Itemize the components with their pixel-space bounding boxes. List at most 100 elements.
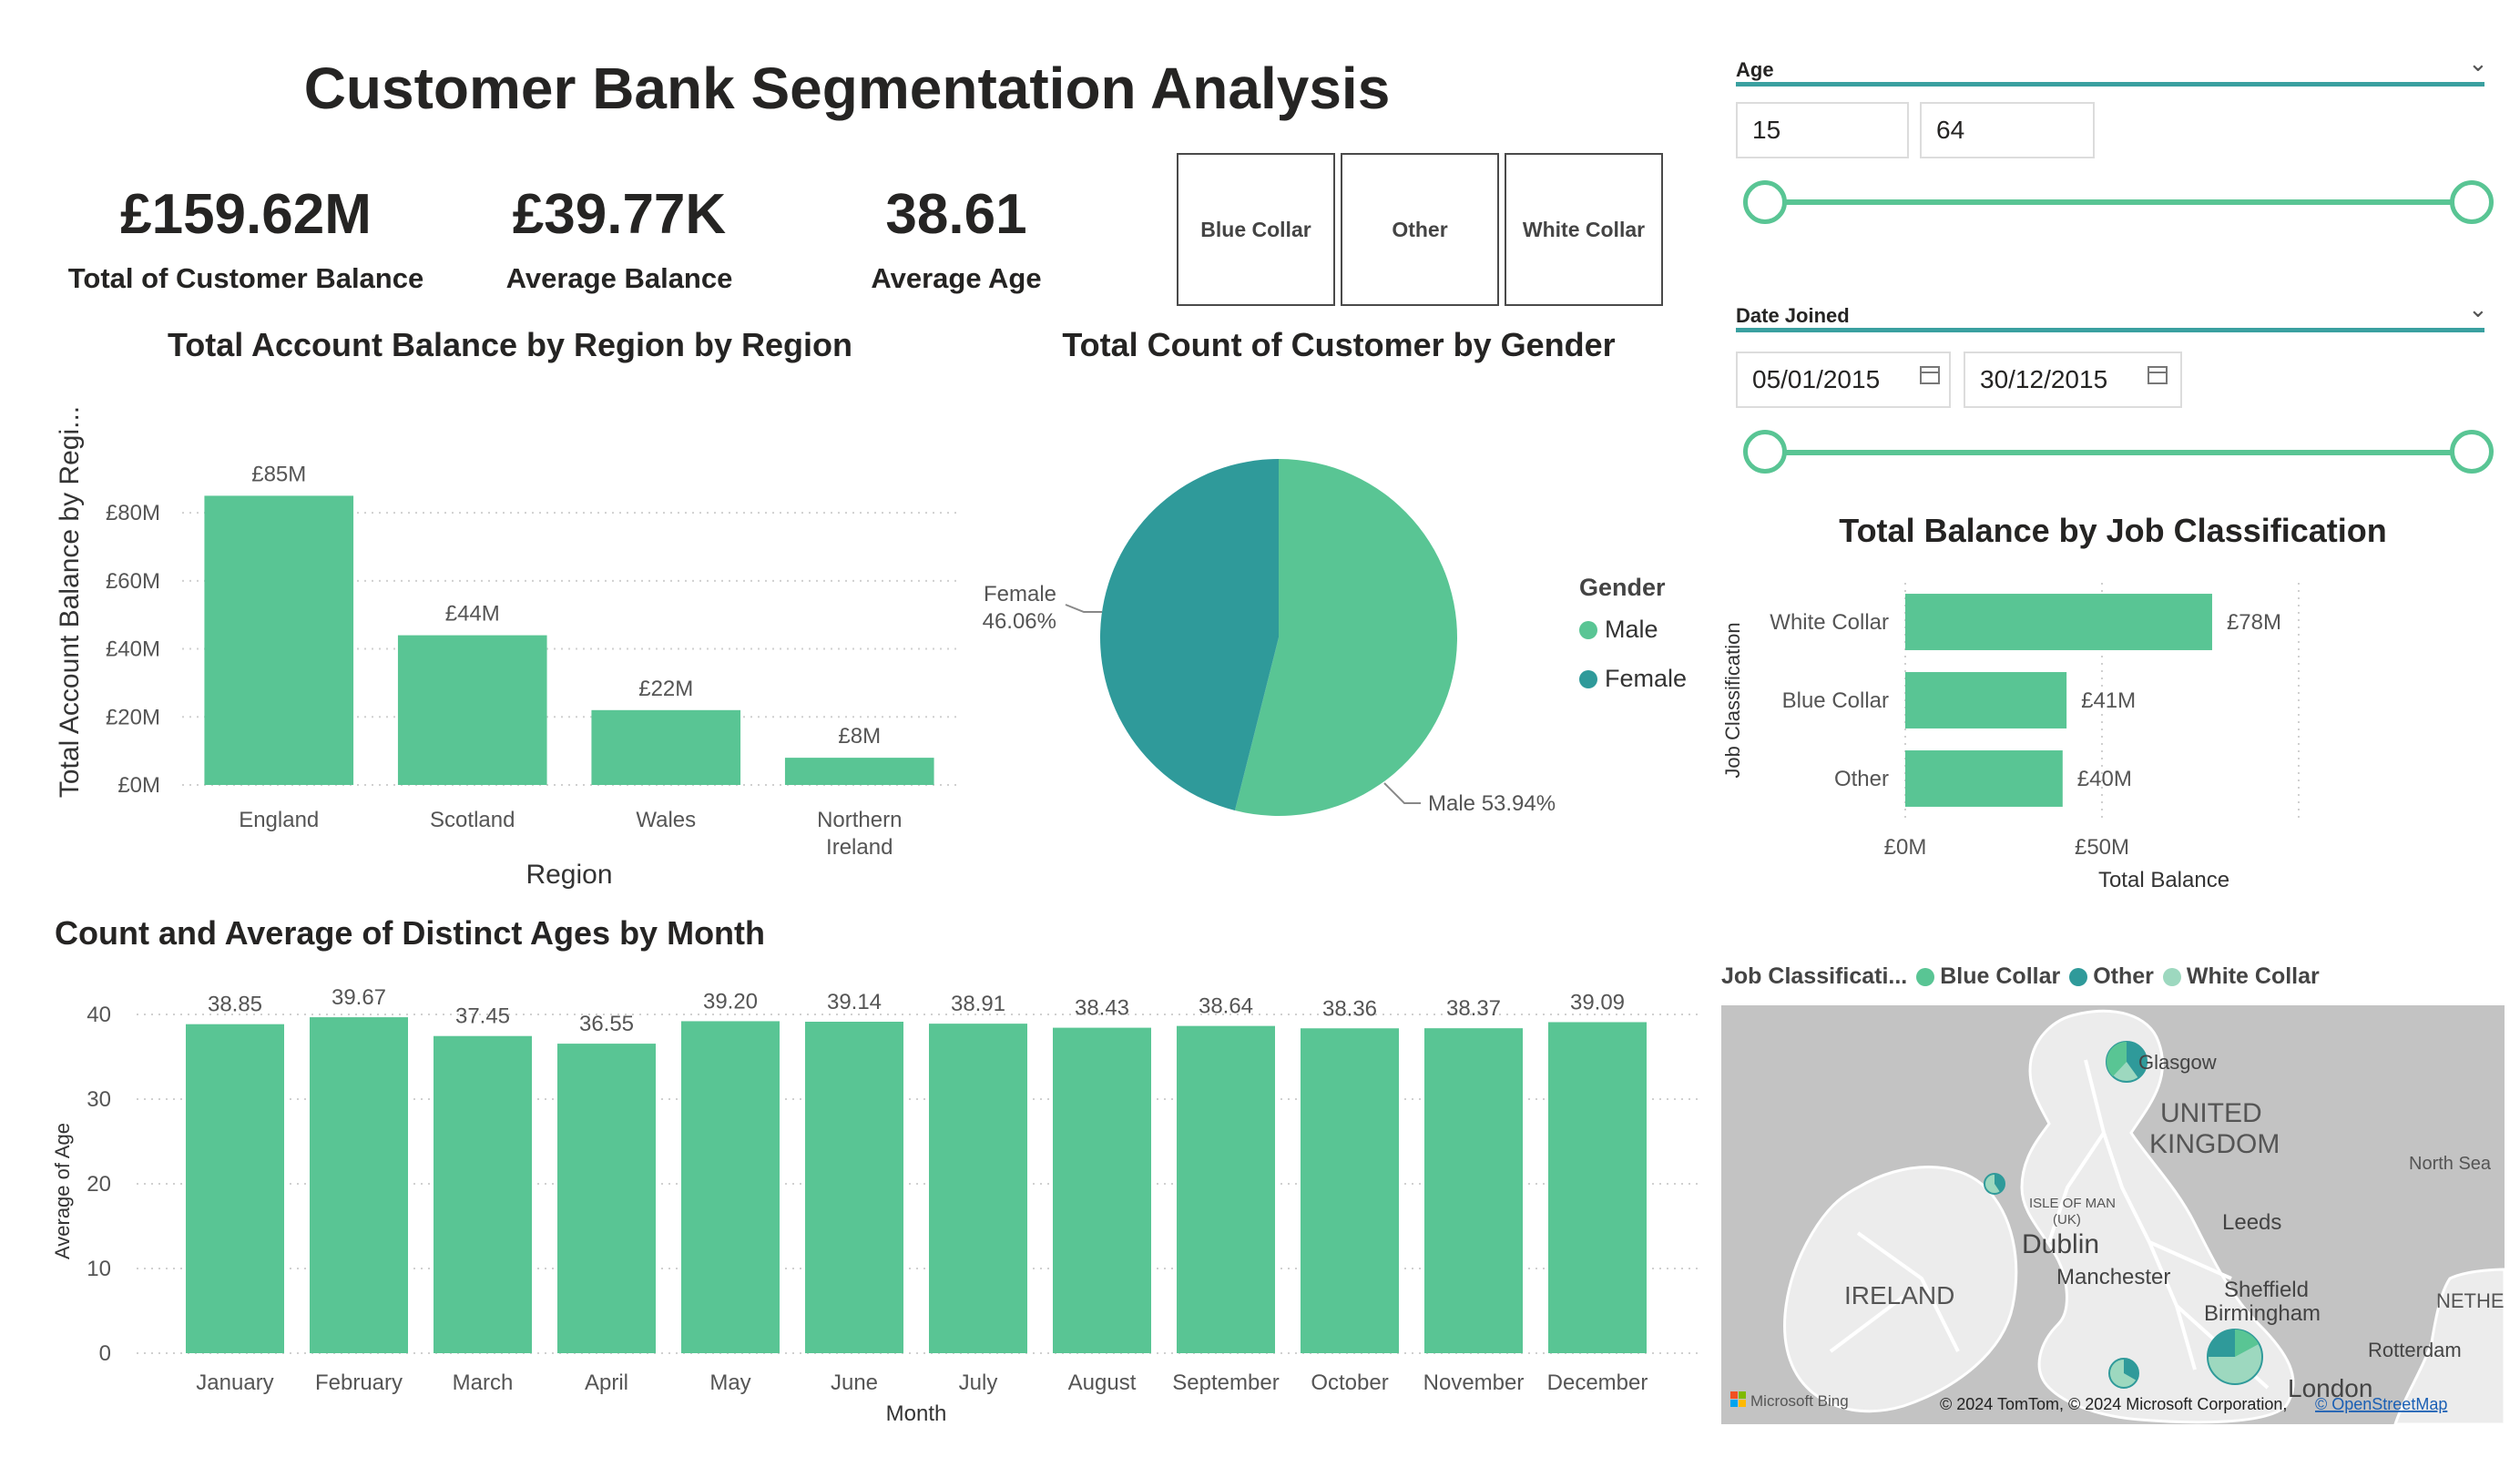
date-end-input[interactable]: 30/12/2015 — [1964, 352, 2182, 408]
age-slider-min-handle[interactable] — [1743, 180, 1787, 224]
age-max-input[interactable]: 64 — [1920, 102, 2095, 158]
legend-item-male[interactable]: Male — [1579, 616, 1658, 644]
map-legend-white-collar[interactable]: White Collar — [2162, 963, 2320, 990]
leader-line — [1065, 604, 1102, 613]
data-label: 36.55 — [579, 1012, 634, 1036]
data-label: £78M — [2227, 610, 2281, 635]
slicer-other-button[interactable]: Other — [1341, 153, 1499, 306]
y-tick-label: £20M — [106, 705, 160, 729]
data-label: £22M — [638, 677, 693, 701]
bar-december — [1548, 1022, 1647, 1353]
bar-june — [805, 1021, 903, 1353]
bar-scotland — [397, 635, 547, 785]
bar-other — [1905, 750, 2063, 807]
y-tick-label: 20 — [87, 1172, 111, 1197]
leader-line — [1383, 782, 1421, 804]
x-tick-label: England — [239, 808, 319, 832]
female-legend-dot — [1579, 669, 1597, 688]
gender-pie-chart: Male 53.94% Female 46.06% — [983, 459, 1556, 816]
y-tick-label: Blue Collar — [1782, 688, 1889, 713]
age-slider-track[interactable] — [1763, 199, 2474, 205]
x-tick-label: September — [1172, 1370, 1279, 1395]
map-legend-other-label: Other — [2093, 963, 2154, 989]
calendar-icon[interactable] — [1920, 366, 1940, 384]
age-min-input[interactable]: 15 — [1736, 102, 1909, 158]
map-legend-other[interactable]: Other — [2069, 963, 2154, 990]
y-tick-label: 30 — [87, 1087, 111, 1112]
y-tick-label: £60M — [106, 569, 160, 594]
map-pie-cardiff[interactable] — [2108, 1358, 2139, 1389]
data-label: £40M — [2077, 767, 2132, 791]
bar-february — [310, 1017, 408, 1353]
x-tick-label: August — [1068, 1370, 1137, 1395]
data-label: 38.64 — [1199, 994, 1253, 1019]
kpi-average-age-label: Average Age — [871, 262, 1042, 294]
europe-landmass — [2393, 1268, 2505, 1424]
map-label: Dublin — [2022, 1229, 2099, 1259]
y-axis-label: Total Account Balance by Regi... — [55, 406, 85, 798]
map-label: Glasgow — [2138, 1051, 2217, 1074]
date-slider-track[interactable] — [1763, 450, 2474, 455]
pie-label-female: 46.06% — [983, 609, 1056, 634]
map-pie-london[interactable] — [2207, 1329, 2263, 1385]
date-slider-min-handle[interactable] — [1743, 430, 1787, 474]
pie-slice-female — [1100, 459, 1279, 811]
y-tick-label: White Collar — [1770, 610, 1889, 635]
x-tick-label: February — [315, 1370, 403, 1395]
legend-item-female[interactable]: Female — [1579, 665, 1687, 693]
y-tick-label: £80M — [106, 501, 160, 525]
data-label: £8M — [838, 724, 881, 749]
slicer-white-collar-button[interactable]: White Collar — [1505, 153, 1663, 306]
date-slider-max-handle[interactable] — [2450, 430, 2494, 474]
map-label: Sheffield — [2224, 1278, 2309, 1302]
map-pie-belfast[interactable] — [1984, 1173, 2005, 1195]
map-canvas[interactable]: Glasgow UNITED KINGDOM North Sea ISLE OF… — [1721, 1005, 2505, 1424]
map-pie-glasgow[interactable] — [2106, 1041, 2148, 1083]
data-label: 39.14 — [827, 990, 882, 1014]
male-legend-dot — [1579, 620, 1597, 639]
age-filter-label: Age — [1736, 58, 1774, 81]
region-bar-chart: £0M £20M £40M £60M £80M £85M England £44M Scotla… — [55, 406, 956, 890]
data-label: 39.20 — [703, 989, 758, 1014]
x-axis-label: Region — [525, 860, 612, 890]
pie-label-male: Male 53.94% — [1428, 791, 1556, 816]
legend-female-label: Female — [1605, 665, 1688, 692]
kpi-average-balance-label: Average Balance — [505, 262, 733, 294]
kpi-total-balance-value: £159.62M — [120, 183, 372, 246]
data-label: 38.85 — [208, 993, 262, 1017]
age-slider-max-handle[interactable] — [2450, 180, 2494, 224]
map-attribution: © 2024 TomTom, © 2024 Microsoft Corporat… — [1940, 1395, 2287, 1413]
x-tick-label: January — [196, 1370, 273, 1395]
pie-label-female: Female — [984, 582, 1056, 606]
x-tick-label: £50M — [2075, 835, 2129, 860]
data-label: 39.09 — [1570, 990, 1625, 1014]
map-legend-white-collar-label: White Collar — [2186, 963, 2320, 989]
x-tick-label: November — [1423, 1370, 1525, 1395]
page-title: Customer Bank Segmentation Analysis — [303, 56, 1391, 121]
slicer-blue-collar-button[interactable]: Blue Collar — [1177, 153, 1335, 306]
age-filter-chevron-down-icon[interactable]: ⌄ — [2468, 49, 2488, 76]
map-legend-title: Job Classificati... — [1721, 963, 1908, 989]
map-legend-blue-collar[interactable]: Blue Collar — [1916, 963, 2060, 990]
other-dot — [2069, 967, 2088, 986]
y-tick-label: Other — [1834, 767, 1889, 791]
date-start-input[interactable]: 05/01/2015 — [1736, 352, 1951, 408]
date-filter-chevron-down-icon[interactable]: ⌄ — [2468, 295, 2488, 322]
data-label: £85M — [251, 462, 306, 486]
map-label: Birmingham — [2204, 1301, 2321, 1326]
calendar-icon[interactable] — [2148, 366, 2168, 384]
map-label: (UK) — [2053, 1212, 2081, 1228]
uk-map[interactable]: Glasgow UNITED KINGDOM North Sea ISLE OF… — [1721, 1005, 2505, 1424]
kpi-average-age-value: 38.61 — [885, 183, 1027, 246]
bar-northern-ireland — [784, 758, 934, 785]
job-chart-title: Total Balance by Job Classification — [1839, 512, 2387, 549]
data-label: £41M — [2081, 688, 2136, 713]
month-bar-chart: 0 10 20 30 40 38.85 January 39.67 February 37.45 M… — [51, 985, 1703, 1426]
map-label: North Sea — [2409, 1154, 2492, 1174]
map-attribution-link[interactable]: © OpenStreetMap — [2315, 1395, 2447, 1413]
y-tick-label: £0M — [117, 773, 160, 798]
age-filter-underline — [1736, 82, 2484, 87]
pie-slice-male — [1234, 459, 1457, 816]
y-tick-label: £40M — [106, 637, 160, 662]
map-label: ISLE OF MAN — [2029, 1196, 2116, 1211]
